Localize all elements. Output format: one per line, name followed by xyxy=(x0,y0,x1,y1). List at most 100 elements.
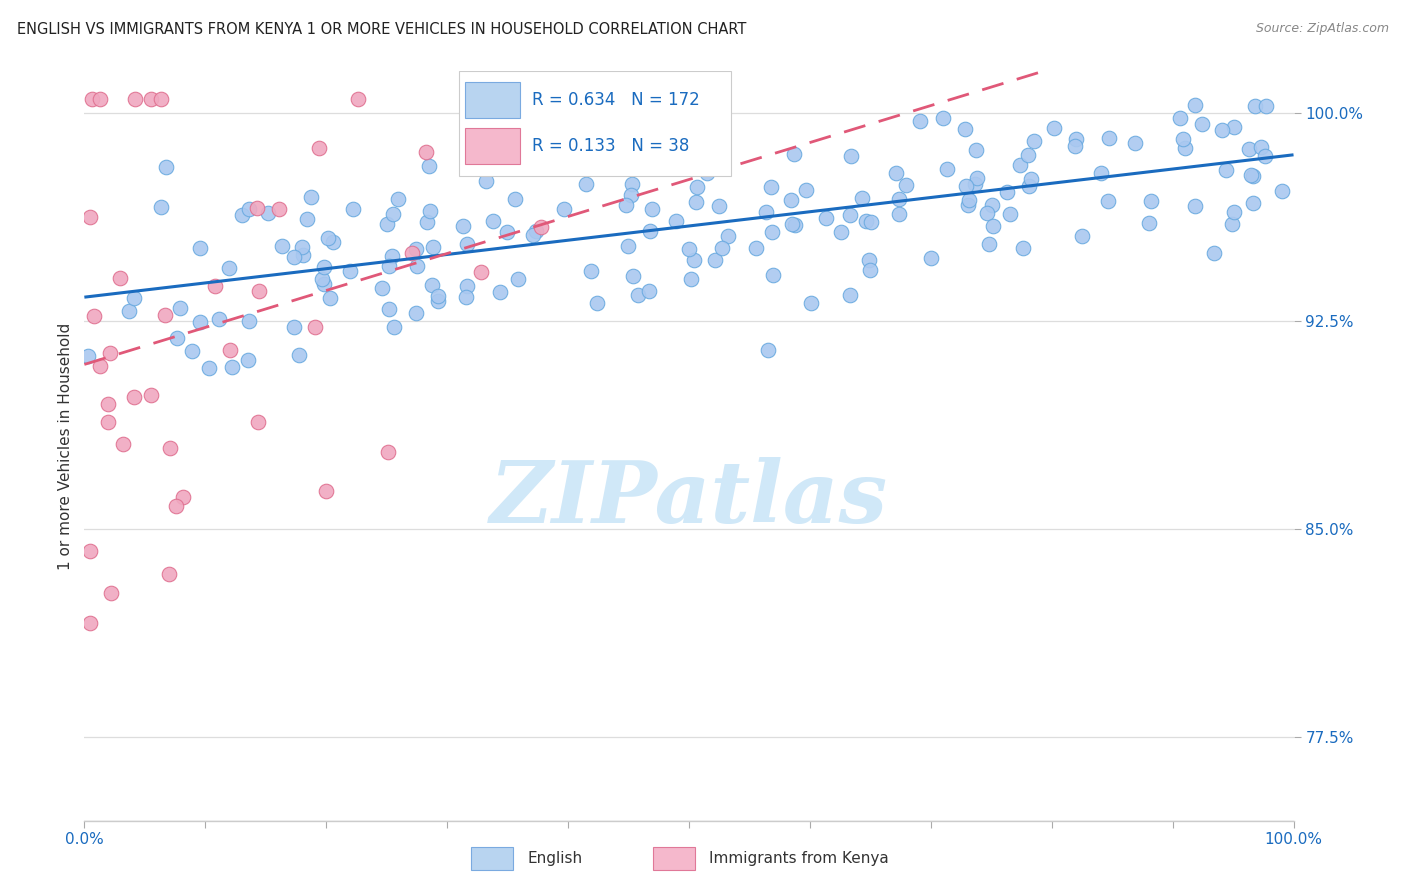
Point xyxy=(169,301,191,315)
Point xyxy=(292,248,315,262)
Point xyxy=(346,92,368,106)
Point xyxy=(270,238,292,252)
Point xyxy=(506,272,529,286)
Point xyxy=(150,200,173,214)
Point xyxy=(858,253,880,268)
Point xyxy=(1256,99,1278,113)
Point xyxy=(166,331,188,345)
Point xyxy=(188,241,211,255)
Point xyxy=(783,218,806,232)
Point xyxy=(342,202,364,216)
Point xyxy=(530,220,553,235)
Point xyxy=(283,319,305,334)
Point xyxy=(122,291,145,305)
Point xyxy=(707,199,730,213)
Point xyxy=(496,226,519,240)
Point xyxy=(157,567,180,582)
Point xyxy=(204,279,226,293)
Point xyxy=(1254,149,1277,163)
Point xyxy=(620,187,643,202)
Point xyxy=(965,143,987,157)
Point xyxy=(401,246,423,260)
Point xyxy=(238,353,260,368)
Point xyxy=(422,240,444,254)
Point xyxy=(124,92,146,106)
Point xyxy=(799,296,821,310)
Point xyxy=(979,236,1001,251)
Point xyxy=(377,444,399,458)
Point xyxy=(1170,112,1192,126)
Point xyxy=(1220,217,1243,231)
Point xyxy=(859,215,882,229)
Point xyxy=(188,316,211,330)
Point xyxy=(456,279,478,293)
Point xyxy=(267,202,290,216)
Point xyxy=(456,237,478,252)
Point xyxy=(678,242,700,256)
Point xyxy=(1223,120,1246,134)
Point xyxy=(966,170,988,185)
Point xyxy=(838,208,860,222)
Point xyxy=(150,92,173,106)
Point xyxy=(1211,122,1233,136)
Point xyxy=(1241,169,1264,183)
Point xyxy=(1017,147,1039,161)
Point xyxy=(1191,117,1213,131)
Point xyxy=(955,178,977,193)
Point xyxy=(291,240,314,254)
Point xyxy=(141,388,163,402)
Point xyxy=(855,214,877,228)
Point xyxy=(482,214,505,228)
Point xyxy=(98,346,121,360)
Point xyxy=(1012,241,1035,255)
Point xyxy=(426,294,449,309)
Point xyxy=(894,178,917,192)
Point xyxy=(957,197,980,211)
Point xyxy=(780,193,803,207)
Point xyxy=(1241,195,1264,210)
Point xyxy=(419,204,441,219)
Point xyxy=(375,218,398,232)
Point xyxy=(381,249,404,263)
Point xyxy=(319,292,342,306)
Point xyxy=(524,224,547,238)
Point xyxy=(231,208,253,222)
Point xyxy=(172,491,194,505)
Text: Source: ZipAtlas.com: Source: ZipAtlas.com xyxy=(1256,22,1389,36)
Point xyxy=(717,229,740,244)
Point xyxy=(1240,169,1263,183)
Point xyxy=(1097,194,1119,208)
Point xyxy=(238,314,260,328)
Text: Immigrants from Kenya: Immigrants from Kenya xyxy=(709,851,889,866)
Point xyxy=(246,201,269,215)
Point xyxy=(995,186,1018,200)
Point xyxy=(218,343,240,357)
Point xyxy=(118,303,141,318)
Point xyxy=(218,260,240,275)
Point xyxy=(238,202,260,217)
Point xyxy=(415,145,437,160)
Text: ZIPatlas: ZIPatlas xyxy=(489,457,889,541)
Point xyxy=(963,177,986,191)
Point xyxy=(312,260,335,274)
Point xyxy=(851,191,873,205)
Point xyxy=(312,277,335,291)
Point xyxy=(621,269,644,284)
Point xyxy=(1173,141,1195,155)
Point xyxy=(322,235,344,249)
Point xyxy=(586,296,609,310)
Point xyxy=(1043,120,1066,135)
Point xyxy=(82,92,104,106)
Point xyxy=(889,192,911,206)
FancyBboxPatch shape xyxy=(465,128,520,164)
Point xyxy=(908,113,931,128)
Point xyxy=(198,360,221,375)
Point xyxy=(416,214,439,228)
Point xyxy=(247,415,270,429)
Point xyxy=(308,141,330,155)
Point xyxy=(762,268,785,283)
Point xyxy=(1270,184,1292,198)
Point xyxy=(889,207,911,221)
Point xyxy=(710,241,733,255)
Point xyxy=(247,284,270,298)
